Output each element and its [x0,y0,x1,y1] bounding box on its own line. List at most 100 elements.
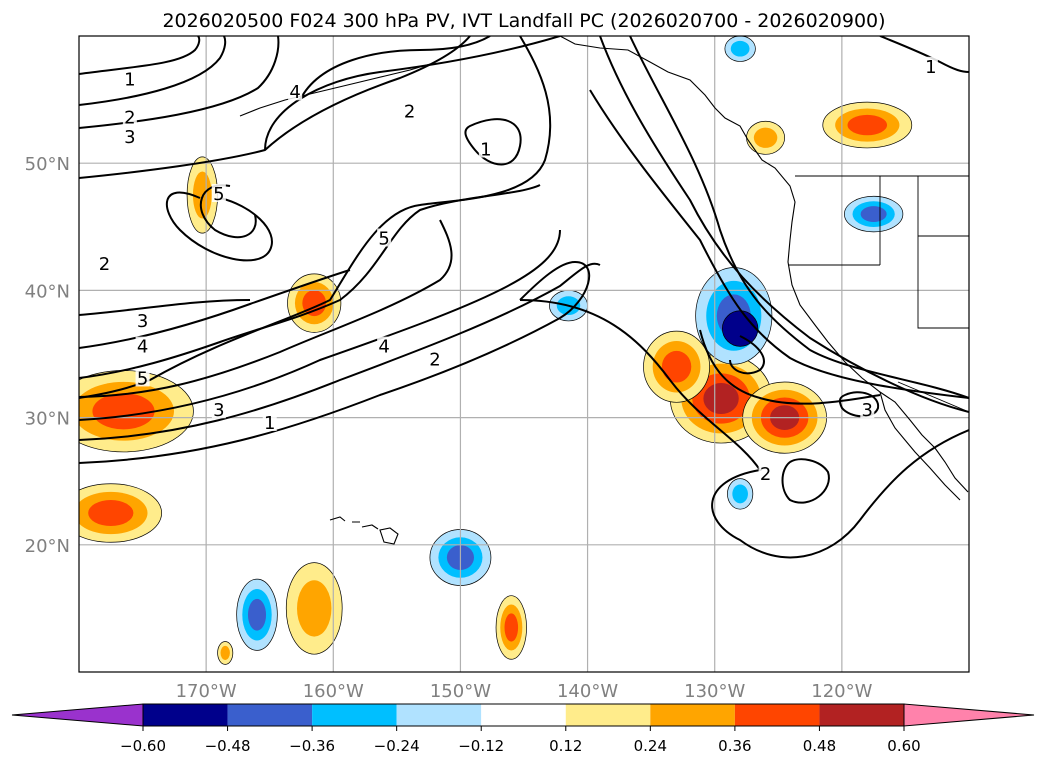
longitude-tick-label: 130°W [684,681,745,702]
pv-label-halo [122,107,137,126]
pv-label-halo [923,56,938,75]
baja-coastline [879,391,961,501]
figure-title: 2026020500 F024 300 hPa PV, IVT Landfall… [162,10,885,32]
colorbar-tick-label: 0.48 [803,737,836,755]
colorbar-tick-label: −0.12 [458,737,504,755]
colorbar [11,703,1035,727]
ivt-positive-anomaly [847,114,888,136]
pv-label-halo [288,82,303,101]
pv-label-halo [262,412,277,431]
longitude-tick-label: 140°W [557,681,618,702]
ivt-positive-anomaly [88,499,134,527]
pv-contour-2 [781,458,830,504]
longitude-tick-label: 170°W [176,681,237,702]
latitude-tick-labels: 20°N 30°N 40°N 50°N [25,154,70,557]
pv-contour-3 [79,36,471,179]
colorbar-tick-label: −0.60 [120,737,166,755]
colorbar-tick-label: 0.12 [549,737,582,755]
colorbar-tick-label: −0.36 [289,737,335,755]
longitude-tick-label: 150°W [430,681,491,702]
pv-contour-label: 3 [124,127,135,148]
pv-contour-4 [79,269,351,349]
latitude-tick-label: 40°N [25,281,70,302]
ivt-positive-anomaly [703,383,739,415]
pv-label-halo [135,368,150,387]
colorbar-swatch [819,704,904,726]
colorbar-tick-label: −0.24 [374,737,420,755]
colorbar-swatch [396,704,482,726]
pv-contour-4 [166,191,273,262]
pv-label-halo [135,311,150,330]
colorbar-tick-label: 0.36 [718,737,751,755]
pv-contour-label: 1 [124,70,135,91]
colorbar-tick-label: −0.48 [205,737,251,755]
ivt-negative-anomaly [732,484,748,504]
pv-contour-1 [79,260,591,464]
colorbar-swatch [650,704,735,726]
pv-contour-label: 3 [862,400,873,421]
ivt-positive-anomaly [753,127,778,148]
longitude-tick-label: 120°W [811,681,872,702]
pv-label-halo [377,336,392,355]
pv-contour-label: 1 [925,57,936,78]
ivt-positive-anomaly [92,393,155,430]
pv-label-halo [211,400,226,419]
colorbar-tick-label: 0.60 [887,737,920,755]
pv-contour-1 [519,299,969,559]
pv-contour-label: 5 [213,184,224,205]
pv-label-halo [860,400,875,419]
pv-contour-3 [699,329,881,405]
pv-label-halo [135,336,150,355]
colorbar-swatch [143,704,228,726]
pv-label-halo [211,184,226,202]
pv-label-halo [478,139,493,158]
latitude-tick-label: 50°N [25,154,70,175]
ivt-positive-anomaly [220,645,230,660]
pv-contour-label: 4 [137,337,148,358]
colorbar-tick-label: 0.24 [634,737,667,755]
pv-contour-5 [264,36,561,151]
colorbar-swatch [227,704,313,726]
pv-contours [79,36,969,559]
latitude-tick-label: 30°N [25,409,70,430]
latitude-tick-label: 20°N [25,536,70,557]
pv-contour-label: 5 [378,229,389,250]
colorbar-swatch [481,704,566,726]
pv-label-halo [402,101,417,120]
pv-contour-2 [79,36,552,399]
pv-contour-1 [79,36,227,106]
ivt-positive-anomaly [297,580,332,637]
pv-contour-label: 2 [404,101,415,122]
pv-contour-3 [79,299,251,316]
pv-contour-1 [629,36,969,399]
pv-contour-2 [599,36,969,413]
map-frame [78,35,970,673]
pv-contour-2 [729,335,765,375]
ivt-negative-anomaly [860,206,887,222]
pv-contour-label: 2 [99,254,110,275]
ivt-positive-anomaly [661,350,692,383]
pv-contour-label: 2 [124,108,135,129]
pv-label-halo [122,69,137,88]
pv-contour-label: 3 [213,400,224,421]
political-borders [788,175,969,413]
colorbar-tick-labels: −0.60 −0.48 −0.36 −0.24 −0.12 0.12 0.24 0.36 0.4… [120,726,921,755]
ivt-negative-anomaly [247,598,267,631]
pv-contour-3 [589,89,969,399]
hawaii-islands [329,516,399,545]
colorbar-frame [142,703,905,727]
pv-contour-label: 5 [137,368,148,389]
pv-contour-1 [879,36,969,73]
colorbar-swatch [565,704,651,726]
ivt-negative-anomaly [729,317,752,340]
colorbar-extend-min [11,703,144,727]
longitude-tick-label: 160°W [303,681,364,702]
north-america-coastline [559,36,969,493]
pv-label-halo [428,349,442,368]
ivt-positive-anomaly [504,613,519,642]
ivt-negative-anomaly [730,40,750,57]
pv-contour-label: 2 [760,464,771,485]
